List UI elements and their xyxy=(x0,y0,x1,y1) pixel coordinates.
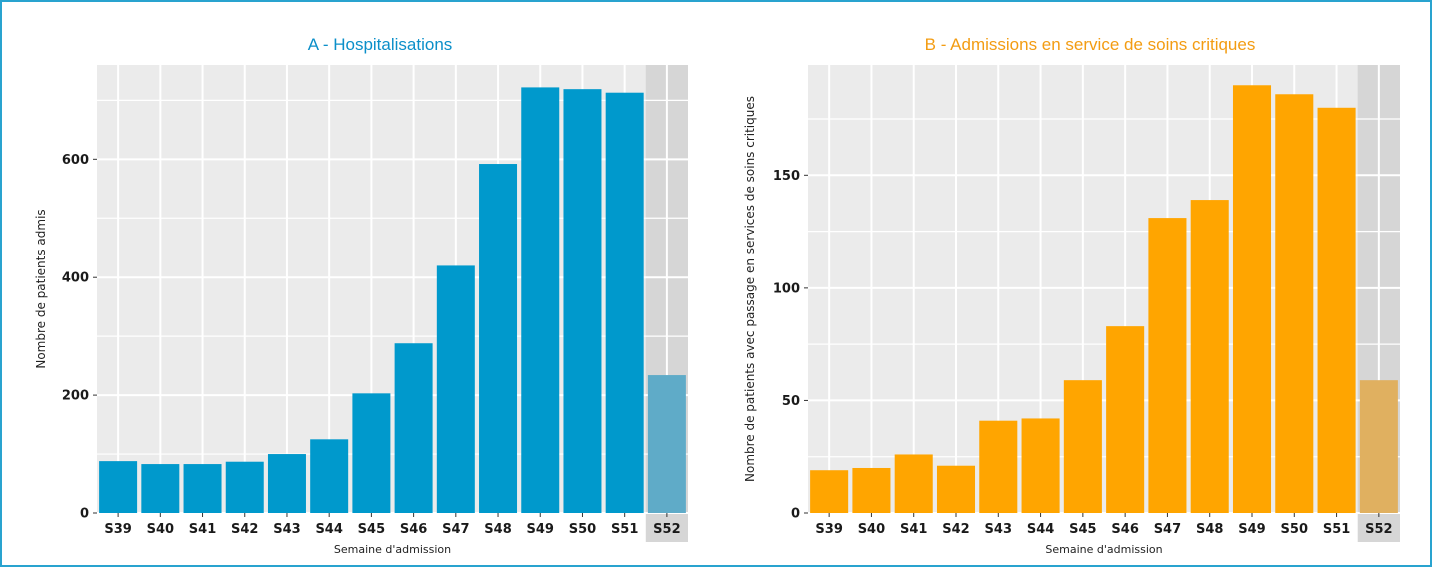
x-tick-label: S47 xyxy=(442,522,469,537)
x-tick-label: S43 xyxy=(273,522,300,537)
bar-s47 xyxy=(1148,218,1187,513)
bar-s40 xyxy=(852,467,891,513)
x-axis-label: Semaine d'admission xyxy=(334,543,451,556)
x-tick-label: S45 xyxy=(1069,522,1096,537)
bar-s40 xyxy=(141,464,180,513)
x-tick-label: S44 xyxy=(315,522,342,537)
bar-s43 xyxy=(267,454,306,513)
bar-s51 xyxy=(605,92,644,513)
y-tick-label: 400 xyxy=(62,271,89,286)
x-axis-label: Semaine d'admission xyxy=(1045,543,1162,556)
x-tick-label: S48 xyxy=(484,522,511,537)
x-tick-label: S49 xyxy=(1238,522,1265,537)
x-tick-label: S46 xyxy=(1111,522,1138,537)
x-tick-label: S46 xyxy=(400,522,427,537)
x-tick-label: S47 xyxy=(1154,522,1181,537)
y-tick-label: 600 xyxy=(62,153,89,168)
bar-s49 xyxy=(521,87,560,514)
bar-s42 xyxy=(936,465,976,513)
bar-s39 xyxy=(810,470,849,513)
bar-s51 xyxy=(1317,107,1356,514)
bar-s44 xyxy=(310,439,349,513)
y-tick-label: 100 xyxy=(773,281,800,296)
chart-b: 0 50 100 150 S39 S40 S41 S42 S43 S44 S45 S46 S47 S48 S… xyxy=(743,35,1400,556)
chart-title: A - Hospitalisations xyxy=(308,35,453,54)
chart-a: 0 200 400 600 S39 S40 S41 S42 S43 S44 S45 S46 S47 S48… xyxy=(34,35,688,556)
y-tick-label: 200 xyxy=(62,389,89,404)
x-tick-label: S45 xyxy=(358,522,385,537)
x-tick-label: S42 xyxy=(942,522,969,537)
x-tick-label: S49 xyxy=(527,522,554,537)
bar-s45 xyxy=(352,393,391,513)
bar-s48 xyxy=(1190,200,1229,513)
bar-s47 xyxy=(436,265,475,513)
x-tick-label: S51 xyxy=(611,522,638,537)
x-tick-label: S42 xyxy=(231,522,258,537)
y-axis-label: Nombre de patients admis xyxy=(34,209,48,368)
y-axis-label: Nombre de patients avec passage en servi… xyxy=(743,96,757,482)
y-tick-label: 50 xyxy=(782,394,800,409)
bar-s46 xyxy=(394,343,433,513)
bar-s48 xyxy=(479,164,518,513)
x-tick-label: S41 xyxy=(189,522,216,537)
bar-s49 xyxy=(1232,85,1272,514)
y-tick-label: 0 xyxy=(80,507,89,522)
x-tick-label: S39 xyxy=(104,522,131,537)
bar-s39 xyxy=(99,461,138,513)
bar-s43 xyxy=(979,420,1018,513)
bar-s52 xyxy=(1359,380,1398,513)
bar-s50 xyxy=(563,89,602,513)
bar-s41 xyxy=(183,464,222,513)
x-tick-label: S52 xyxy=(653,522,680,537)
x-tick-label: S50 xyxy=(569,522,596,537)
x-tick-label: S48 xyxy=(1196,522,1223,537)
x-tick-label: S43 xyxy=(985,522,1012,537)
x-tick-label: S40 xyxy=(147,522,174,537)
y-tick-label: 0 xyxy=(791,507,800,522)
bar-s44 xyxy=(1021,418,1060,513)
bar-s45 xyxy=(1063,380,1102,513)
bar-s42 xyxy=(225,461,264,513)
chart-title: B - Admissions en service de soins criti… xyxy=(925,35,1256,54)
bar-s52 xyxy=(647,375,686,513)
bar-s50 xyxy=(1275,94,1314,514)
x-tick-label: S52 xyxy=(1365,522,1392,537)
x-tick-label: S40 xyxy=(858,522,885,537)
bar-s46 xyxy=(1106,326,1145,513)
x-tick-label: S51 xyxy=(1323,522,1350,537)
x-tick-label: S39 xyxy=(815,522,842,537)
bar-s41 xyxy=(894,454,933,513)
y-tick-label: 150 xyxy=(773,169,800,184)
x-tick-label: S41 xyxy=(900,522,927,537)
x-tick-label: S44 xyxy=(1027,522,1054,537)
x-tick-label: S50 xyxy=(1281,522,1308,537)
